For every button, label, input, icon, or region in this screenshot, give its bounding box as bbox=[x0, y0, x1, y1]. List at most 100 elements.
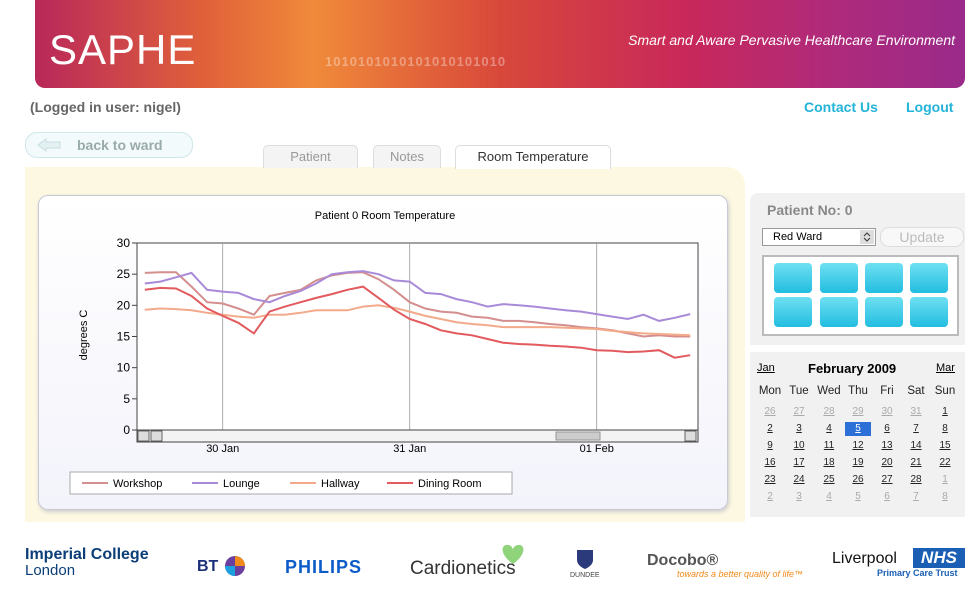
logged-in-user: (Logged in user: nigel) bbox=[30, 99, 181, 115]
ward-value: Red Ward bbox=[773, 231, 822, 243]
calendar-day[interactable]: 22 bbox=[930, 456, 960, 470]
select-arrow bbox=[860, 230, 874, 244]
calendar-day[interactable]: 28 bbox=[901, 473, 931, 487]
x-tick-label: 31 Jan bbox=[393, 443, 426, 455]
icon[interactable] bbox=[774, 263, 812, 293]
y-tick-label: 0 bbox=[123, 423, 130, 437]
weekday: Sat bbox=[901, 385, 931, 397]
icon-grid bbox=[762, 255, 959, 336]
icon[interactable] bbox=[774, 297, 812, 327]
icon[interactable] bbox=[820, 263, 858, 293]
calendar-day[interactable]: 18 bbox=[814, 456, 844, 470]
y-tick-label: 25 bbox=[117, 267, 131, 281]
weekday: Thu bbox=[843, 385, 873, 397]
calendar-day[interactable]: 24 bbox=[784, 473, 814, 487]
tab[interactable]: Notes bbox=[373, 145, 441, 168]
calendar-day[interactable]: 27 bbox=[784, 405, 814, 419]
calendar-day[interactable]: 2 bbox=[755, 422, 785, 436]
calendar-day[interactable]: 1 bbox=[930, 473, 960, 487]
dundee-logo: DUNDEE bbox=[570, 572, 600, 579]
ward-select[interactable]: Red Ward bbox=[762, 228, 876, 246]
tab[interactable]: Patient bbox=[263, 145, 358, 168]
y-tick-label: 30 bbox=[117, 236, 131, 250]
calendar-day[interactable]: 7 bbox=[901, 490, 931, 504]
y-tick-label: 15 bbox=[117, 330, 131, 344]
calendar-day[interactable]: 20 bbox=[872, 456, 902, 470]
y-tick-label: 10 bbox=[117, 361, 131, 375]
calendar-day[interactable]: 27 bbox=[872, 473, 902, 487]
chart-title: Patient 0 Room Temperature bbox=[315, 210, 455, 222]
bt-globe bbox=[224, 555, 246, 577]
calendar-day[interactable]: 2 bbox=[755, 490, 785, 504]
legend-label: Hallway bbox=[321, 478, 360, 490]
scroll-button bbox=[138, 431, 149, 441]
calendar-day[interactable]: 12 bbox=[843, 439, 873, 453]
weekday: Sun bbox=[930, 385, 960, 397]
calendar-day[interactable]: 5 bbox=[845, 422, 871, 436]
y-tick-label: 20 bbox=[117, 298, 131, 312]
scrollbar bbox=[137, 430, 698, 442]
logo: SAPHE bbox=[49, 26, 196, 74]
calendar-day[interactable]: 30 bbox=[872, 405, 902, 419]
calendar-day[interactable]: 25 bbox=[814, 473, 844, 487]
calendar-day[interactable]: 9 bbox=[755, 439, 785, 453]
x-tick-label: 01 Feb bbox=[580, 443, 614, 455]
icon[interactable] bbox=[865, 297, 903, 327]
imperial-logo: London bbox=[25, 562, 75, 579]
nhs-logo: NHS bbox=[913, 548, 965, 568]
calendar-day[interactable]: 15 bbox=[930, 439, 960, 453]
update-button[interactable]: Update bbox=[880, 227, 964, 247]
calendar-day[interactable]: 23 bbox=[755, 473, 785, 487]
icon[interactable] bbox=[910, 297, 948, 327]
calendar-day[interactable]: 14 bbox=[901, 439, 931, 453]
weekday: Tue bbox=[784, 385, 814, 397]
legend-label: Lounge bbox=[223, 478, 260, 490]
bt-logo: BT bbox=[197, 558, 218, 576]
docobo-tagline: towards a better quality of life™ bbox=[677, 569, 803, 579]
tab-active[interactable]: Room Temperature bbox=[455, 145, 611, 169]
weekday: Fri bbox=[872, 385, 902, 397]
calendar-day[interactable]: 28 bbox=[814, 405, 844, 419]
patient-number: Patient No: 0 bbox=[767, 202, 853, 218]
calendar-day[interactable]: 4 bbox=[814, 422, 844, 436]
calendar-day[interactable]: 3 bbox=[784, 422, 814, 436]
calendar-day[interactable]: 8 bbox=[930, 422, 960, 436]
calendar-prev[interactable]: Jan bbox=[757, 362, 775, 374]
philips-logo: PHILIPS bbox=[285, 557, 362, 578]
calendar-day[interactable]: 16 bbox=[755, 456, 785, 470]
liverpool-logo: Liverpool bbox=[832, 550, 897, 568]
calendar-day[interactable]: 26 bbox=[755, 405, 785, 419]
calendar-day[interactable]: 19 bbox=[843, 456, 873, 470]
calendar-day[interactable]: 6 bbox=[872, 490, 902, 504]
back-button[interactable]: back to ward bbox=[25, 132, 193, 158]
calendar-day[interactable]: 6 bbox=[872, 422, 902, 436]
calendar-day[interactable]: 7 bbox=[901, 422, 931, 436]
icon[interactable] bbox=[865, 263, 903, 293]
icon[interactable] bbox=[820, 297, 858, 327]
logout-link[interactable]: Logout bbox=[906, 99, 953, 115]
calendar-day[interactable]: 4 bbox=[814, 490, 844, 504]
calendar-next[interactable]: Mar bbox=[936, 362, 955, 374]
x-tick-label: 30 Jan bbox=[206, 443, 239, 455]
calendar-day[interactable]: 10 bbox=[784, 439, 814, 453]
calendar-day[interactable]: 11 bbox=[814, 439, 844, 453]
calendar-day[interactable]: 3 bbox=[784, 490, 814, 504]
calendar-day[interactable]: 5 bbox=[843, 490, 873, 504]
weekday: Mon bbox=[755, 385, 785, 397]
scroll-button bbox=[685, 431, 696, 441]
calendar-day[interactable]: 8 bbox=[930, 490, 960, 504]
contact-link[interactable]: Contact Us bbox=[804, 99, 878, 115]
calendar-day[interactable]: 13 bbox=[872, 439, 902, 453]
page: 1010101010101010101010 SAPHE Smart and A… bbox=[0, 0, 965, 592]
calendar-day[interactable]: 31 bbox=[901, 405, 931, 419]
plot-area bbox=[137, 243, 698, 430]
back-label: back to ward bbox=[77, 133, 163, 157]
calendar-day[interactable]: 29 bbox=[843, 405, 873, 419]
icon[interactable] bbox=[910, 263, 948, 293]
calendar-day[interactable]: 21 bbox=[901, 456, 931, 470]
scroll-thumb bbox=[556, 432, 600, 440]
pct-logo: Primary Care Trust bbox=[877, 568, 958, 578]
calendar-day[interactable]: 26 bbox=[843, 473, 873, 487]
calendar-day[interactable]: 1 bbox=[930, 405, 960, 419]
calendar-day[interactable]: 17 bbox=[784, 456, 814, 470]
